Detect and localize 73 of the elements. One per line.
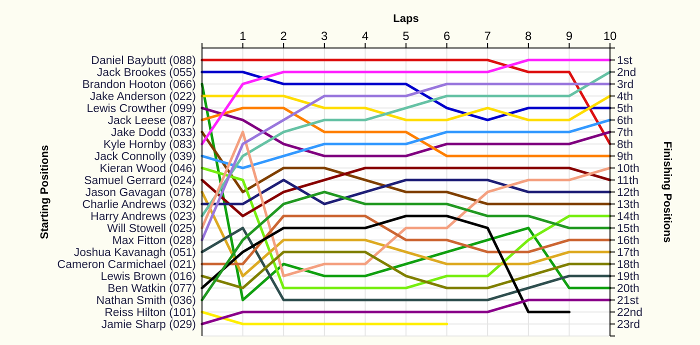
series-label: Daniel Baybutt (088) <box>91 55 196 68</box>
line-series <box>200 118 612 170</box>
y-tick-label: 12th <box>617 187 640 200</box>
series-label: Kieran Wood (046) <box>100 163 196 176</box>
y-tick-label: 9th <box>617 151 633 164</box>
y-tick-label: 21st <box>617 295 640 308</box>
y-tick-label: 2nd <box>617 67 636 80</box>
x-tick-label: 1 <box>239 29 246 43</box>
y-tick-label: 13th <box>617 199 640 212</box>
y-tick-label: 16th <box>617 235 640 248</box>
series-label: Reiss Hilton (101) <box>104 307 196 320</box>
y-tick-label: 15th <box>617 223 640 236</box>
text: Starting Positions <box>39 144 51 240</box>
y-tick-label: 3rd <box>617 79 634 92</box>
y-tick-label: 10th <box>617 163 640 176</box>
series-label: Jamie Sharp (029) <box>101 319 196 332</box>
series-label: Jack Connolly (039) <box>94 151 196 164</box>
x-tick-label: 7 <box>484 29 492 43</box>
line-series <box>200 250 612 290</box>
y-tick-label: 23rd <box>617 319 640 332</box>
series-label: Joshua Kavanagh (051) <box>74 247 196 260</box>
line-series <box>200 70 612 218</box>
y-tick-label: 6th <box>617 115 633 128</box>
series-label: Samuel Gerrard (024) <box>84 175 196 188</box>
series-label: Brandon Hooton (066) <box>82 79 196 92</box>
x-tick-label: 5 <box>402 29 410 43</box>
x-axis-title: Laps <box>393 13 419 25</box>
y-tick-label: 4th <box>617 91 633 104</box>
series-label: Jake Dodd (033) <box>110 127 196 140</box>
line-series <box>200 106 612 158</box>
series-label: Nathan Smith (036) <box>96 295 196 308</box>
x-tick-label: 10 <box>603 29 617 43</box>
y-tick-label: 18th <box>617 259 640 272</box>
x-tick-label: 4 <box>362 29 369 43</box>
series-label: Lewis Crowther (099) <box>86 103 196 116</box>
x-tick-label: 9 <box>566 29 573 43</box>
y-tick-label: 19th <box>617 271 640 284</box>
line-series <box>200 130 612 278</box>
line-series <box>200 130 612 206</box>
series-label: Will Stowell (025) <box>107 223 196 236</box>
y-axis-title: Finishing Positions <box>661 141 673 243</box>
y-tick-label: 7th <box>617 127 633 140</box>
series-label: Lewis Brown (016) <box>100 271 196 284</box>
y-tick-label: 8th <box>617 139 633 152</box>
line-series <box>200 166 612 218</box>
x-tick-label: 2 <box>280 29 288 43</box>
line-series <box>200 70 612 122</box>
series-label: Cameron Carmichael (021) <box>57 259 196 272</box>
line-series <box>200 226 612 302</box>
series-label: Harry Andrews (023) <box>90 211 196 224</box>
line-series <box>200 190 612 278</box>
line-series <box>200 166 612 290</box>
y-tick-label: 17th <box>617 247 640 260</box>
series-label: Jason Gavagan (078) <box>85 187 196 200</box>
series-label: Kyle Hornby (083) <box>103 139 196 152</box>
line-series <box>200 190 612 302</box>
y-tick-label: 1st <box>617 55 634 68</box>
y-tick-label: 11th <box>617 175 639 188</box>
series-label: Jack Brookes (055) <box>96 67 196 80</box>
series-label: Max Fitton (028) <box>112 235 196 248</box>
x-tick-label: 8 <box>525 29 532 43</box>
series-label: Charlie Andrews (032) <box>82 199 196 212</box>
y-tick-label: 20th <box>617 283 640 296</box>
y-tick-label: 14th <box>617 211 640 224</box>
series-label: Ben Watkin (077) <box>108 283 196 296</box>
y-tick-label: 22nd <box>617 307 643 320</box>
x-tick-label: 6 <box>443 29 450 43</box>
line-series <box>200 214 612 266</box>
series-label: Jake Anderson (022) <box>90 91 196 104</box>
y-tick-label: 5th <box>617 103 633 116</box>
series-label: Jack Leese (087) <box>108 115 196 128</box>
line-series <box>200 82 612 242</box>
x-tick-label: 3 <box>321 29 328 43</box>
